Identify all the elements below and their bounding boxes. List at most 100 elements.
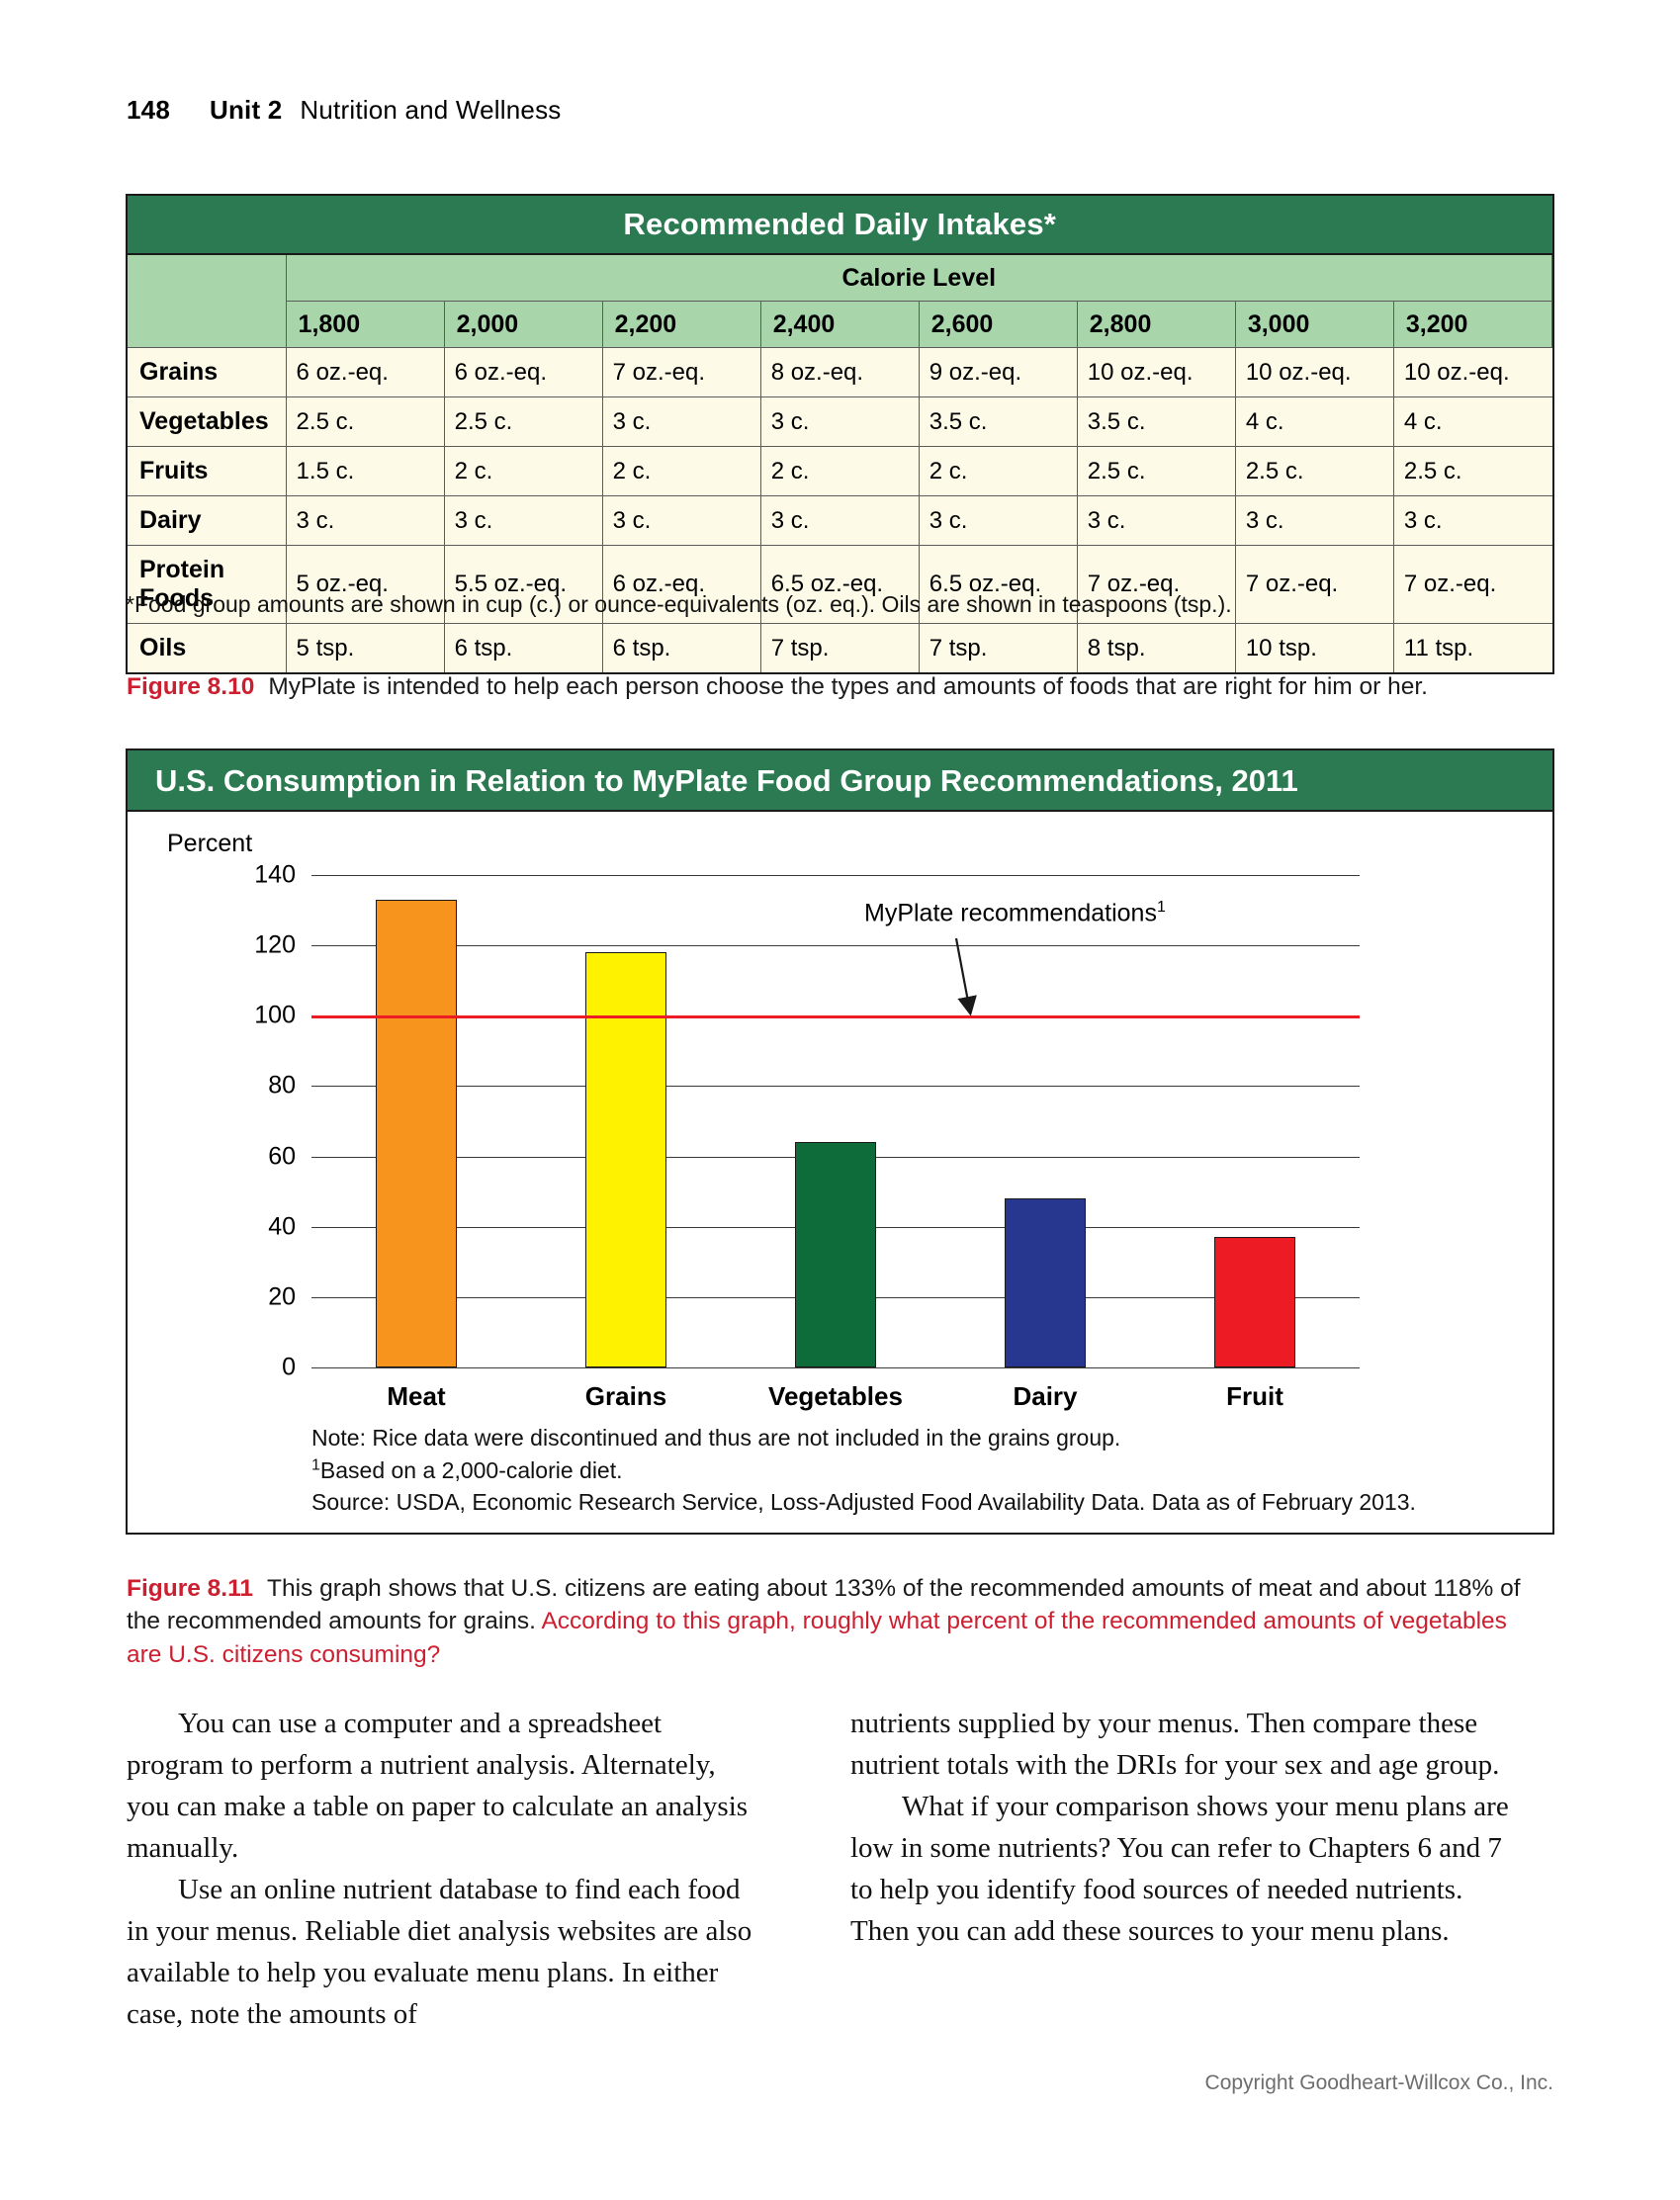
table-row: Dairy 3 c. 3 c. 3 c. 3 c. 3 c. 3 c. 3 c. 3 c.	[128, 495, 1552, 546]
table-cell: 2 c.	[601, 446, 761, 496]
chart-title: U.S. Consumption in Relation to MyPlate …	[128, 750, 1552, 812]
food-group-label: Vegetables	[128, 396, 287, 447]
table-cell: 3.5 c.	[918, 396, 1078, 447]
table-row: Protein Foods 5 oz.-eq. 5.5 oz.-eq. 6 oz.-e…	[128, 545, 1552, 624]
table-cell: 9 oz.-eq.	[918, 347, 1078, 397]
table-cell: 6 tsp.	[443, 623, 603, 672]
body-paragraph: nutrients supplied by your menus. Then c…	[850, 1708, 1500, 1782]
table-cell: 7 oz.-eq.	[601, 347, 761, 397]
table-cell: 3 c.	[443, 495, 603, 546]
page-number: 148	[127, 95, 170, 125]
chart-notes: Note: Rice data were discontinued and th…	[311, 1422, 1416, 1519]
bar-column: Fruit	[1161, 875, 1350, 1411]
calorie-level-header: 2,400	[759, 301, 920, 348]
table-cell: 7 oz.-eq.	[1234, 545, 1394, 624]
table-cell: 4 c.	[1392, 396, 1552, 447]
figure-811-text: This graph shows that U.S. citizens are …	[127, 1575, 1521, 1635]
annotation-text: MyPlate recommendations	[864, 899, 1157, 927]
unit-title: Nutrition and Wellness	[300, 95, 562, 125]
table-footnote: *Food group amounts are shown in cup (c.…	[126, 591, 1232, 617]
bar-column: Dairy	[951, 875, 1140, 1411]
chart-note-source: Source: USDA, Economic Research Service,…	[311, 1489, 1416, 1516]
table-cell: 10 oz.-eq.	[1392, 347, 1552, 397]
myplate-reference-line	[311, 1015, 1360, 1019]
chart-body: Percent 0 20 40 60 80 100 120 140 Meat Grains Veg…	[128, 812, 1552, 1533]
x-axis-tick-label: Vegetables	[768, 1381, 903, 1411]
calorie-level-header: 2,800	[1076, 301, 1236, 348]
table-cell: 6 oz.-eq.	[601, 545, 761, 624]
y-axis-title: Percent	[167, 830, 253, 857]
y-axis-tick-label: 80	[268, 1071, 296, 1100]
table-cell: 10 oz.-eq.	[1076, 347, 1236, 397]
bars-group: Meat Grains Vegetables Dairy Fruit	[311, 875, 1360, 1411]
y-axis-tick-label: 0	[282, 1353, 296, 1381]
gridline	[311, 1086, 1360, 1088]
table-cell: 6.5 oz.-eq.	[918, 545, 1078, 624]
body-paragraph: Use an online nutrient database to find …	[127, 1874, 752, 2031]
table-cell: 6 oz.-eq.	[285, 347, 445, 397]
figure-810-text: MyPlate is intended to help each person …	[268, 673, 1428, 700]
table-cell: 6.5 oz.-eq.	[759, 545, 920, 624]
table-cell: 3 c.	[918, 495, 1078, 546]
y-axis-tick-label: 20	[268, 1282, 296, 1311]
bar-column: Grains	[532, 875, 721, 1411]
table-body: Grains 6 oz.-eq. 6 oz.-eq. 7 oz.-eq. 8 oz.-e…	[128, 347, 1552, 672]
body-paragraph: You can use a computer and a spreadsheet…	[127, 1708, 749, 1865]
recommended-daily-intakes-table: Recommended Daily Intakes* Calorie Level…	[126, 194, 1554, 674]
table-cell: 3.5 c.	[1076, 396, 1236, 447]
table-cell: 8 oz.-eq.	[759, 347, 920, 397]
table-cell: 8 tsp.	[1076, 623, 1236, 672]
table-cell: 5 tsp.	[285, 623, 445, 672]
table-cell: 7 oz.-eq.	[1076, 545, 1236, 624]
myplate-recommendations-annotation: MyPlate recommendations1	[864, 899, 1166, 927]
table-row: Grains 6 oz.-eq. 6 oz.-eq. 7 oz.-eq. 8 oz.-e…	[128, 347, 1552, 397]
table-cell: 6 tsp.	[601, 623, 761, 672]
gridline	[311, 945, 1360, 947]
annotation-superscript: 1	[1156, 899, 1166, 916]
copyright-notice: Copyright Goodheart-Willcox Co., Inc.	[1204, 2071, 1553, 2094]
plot-area: 0 20 40 60 80 100 120 140 Meat Grains Vegetables D…	[254, 861, 1360, 1411]
table-row: Oils 5 tsp. 6 tsp. 6 tsp. 7 tsp. 7 tsp. 8 tsp.…	[128, 623, 1552, 672]
table-cell: 1.5 c.	[285, 446, 445, 496]
calorie-level-header: 3,200	[1392, 301, 1553, 348]
body-column-left: You can use a computer and a spreadsheet…	[127, 1703, 759, 2035]
unit-label: Unit 2	[209, 95, 283, 125]
table-cell: 2 c.	[443, 446, 603, 496]
y-axis-tick-label: 140	[254, 860, 296, 889]
bar	[1213, 1237, 1295, 1367]
calorie-level-group-header: Calorie Level	[285, 253, 1553, 302]
figure-811-label: Figure 8.11	[127, 1575, 254, 1602]
table-cell: 7 oz.-eq.	[1392, 545, 1552, 624]
table-corner-cell	[128, 253, 287, 348]
table-cell: 6 oz.-eq.	[443, 347, 603, 397]
x-axis-tick-label: Meat	[387, 1381, 446, 1411]
bar	[375, 899, 457, 1367]
table-cell: 3 c.	[1392, 495, 1552, 546]
calorie-level-header: 1,800	[285, 301, 445, 348]
table-cell: 2.5 c.	[443, 396, 603, 447]
chart-note-rice: Note: Rice data were discontinued and th…	[311, 1425, 1121, 1452]
table-cell: 2.5 c.	[1076, 446, 1236, 496]
body-column-right: nutrients supplied by your menus. Then c…	[850, 1703, 1513, 1952]
bar	[794, 1142, 876, 1367]
table-cell: 7 tsp.	[918, 623, 1078, 672]
table-cell: 11 tsp.	[1392, 623, 1552, 672]
table-row: Fruits 1.5 c. 2 c. 2 c. 2 c. 2 c. 2.5 c. 2.5 c.…	[128, 446, 1552, 496]
table-title: Recommended Daily Intakes*	[128, 196, 1552, 255]
bar-column: Vegetables	[742, 875, 930, 1411]
table-cell: 3 c.	[1234, 495, 1394, 546]
y-axis-tick-label: 120	[254, 930, 296, 959]
calorie-level-header-row: 1,800 2,000 2,200 2,400 2,600 2,800 3,000 3,200	[128, 301, 1553, 348]
bar-column: Meat	[322, 875, 511, 1411]
table-cell: 2.5 c.	[1234, 446, 1394, 496]
table-cell: 2.5 c.	[285, 396, 445, 447]
gridline	[311, 1367, 1360, 1368]
food-group-label: Dairy	[128, 495, 287, 546]
table-row: Vegetables 2.5 c. 2.5 c. 3 c. 3 c. 3.5 c. 3.5 …	[128, 396, 1552, 447]
food-group-label: Fruits	[128, 446, 287, 496]
figure-810-label: Figure 8.10	[127, 673, 255, 700]
x-axis-tick-label: Dairy	[1013, 1381, 1078, 1411]
calorie-level-header: 2,000	[443, 301, 603, 348]
y-axis-tick-label: 40	[268, 1212, 296, 1241]
table-cell: 10 oz.-eq.	[1234, 347, 1394, 397]
